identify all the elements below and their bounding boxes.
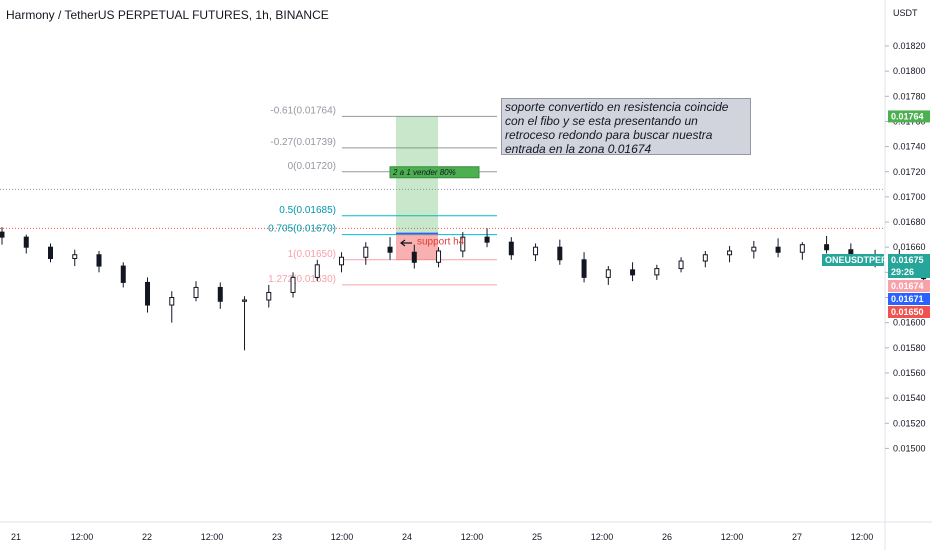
time-tick-label: 25 [532, 532, 542, 542]
time-tick-label: 12:00 [591, 532, 614, 542]
candle-body [702, 254, 708, 262]
price-tick-label: 0.01700 [893, 192, 926, 202]
target-price-label: 0.01764 [891, 111, 924, 121]
fibonacci-retracement: -0.61(0.01764) -0.27(0.01739) 0(0.01720) 0.… [268, 105, 497, 286]
time-tick-label: 12:00 [461, 532, 484, 542]
target-tag-label: 2 a 1 vender 80% [392, 168, 456, 177]
price-tick-label: 0.01580 [893, 343, 926, 353]
price-tick-label: 0.01540 [893, 393, 926, 403]
candle-body [242, 299, 248, 302]
candle-body [96, 254, 102, 267]
candle-body [654, 268, 660, 276]
entry-price-label-box [888, 293, 930, 305]
fib-level-label: 0.705(0.01670) [268, 224, 336, 235]
candle-body [727, 250, 733, 256]
candle-body [145, 281, 151, 306]
candle-body [120, 265, 126, 283]
candle-body [363, 246, 369, 258]
stop-price-label-box [888, 306, 930, 318]
fib-price-label-box [888, 280, 930, 292]
countdown-label: 29:26 [891, 267, 914, 277]
price-tick-label: 0.01820 [893, 41, 926, 51]
candlesticks [0, 227, 927, 351]
time-tick-label: 12:00 [851, 532, 874, 542]
price-tick-label: 0.01740 [893, 142, 926, 152]
time-tick-label: 27 [792, 532, 802, 542]
last-price-label: 0.01675 [891, 255, 924, 265]
candle-body [557, 246, 563, 261]
candle-body [193, 286, 199, 299]
candle-body [217, 286, 223, 302]
price-tick-label: 0.01780 [893, 91, 926, 101]
fib-level-label: 1(0.01650) [288, 249, 336, 260]
candle-body [533, 246, 539, 256]
time-tick-label: 26 [662, 532, 672, 542]
fib-level-label: -0.61(0.01764) [270, 105, 336, 116]
fib-price-label: 0.01674 [891, 281, 924, 291]
symbol-label-box [822, 254, 884, 266]
candle-body [339, 256, 345, 266]
chart-title: Harmony / TetherUS PERPETUAL FUTURES, 1h… [6, 8, 329, 22]
candle-body [266, 291, 272, 301]
candle-body [290, 276, 296, 293]
fib-level-label: 1.272(0.01630) [268, 274, 336, 285]
candle-body [824, 244, 830, 251]
idea-note[interactable]: soporte convertido en resistencia coinci… [501, 98, 751, 156]
price-tick-label: 0.01560 [893, 368, 926, 378]
candle-body [460, 236, 466, 252]
time-tick-label: 22 [142, 532, 152, 542]
entry-price-label: 0.01671 [891, 294, 924, 304]
price-tick-label: 0.01520 [893, 418, 926, 428]
time-tick-label: 23 [272, 532, 282, 542]
price-tick-label: 0.01800 [893, 66, 926, 76]
candle-body [48, 246, 54, 260]
candle-body [411, 251, 417, 263]
candle-body [799, 244, 805, 253]
price-axis: 0.018200.018000.017800.017600.017400.017… [822, 0, 930, 550]
position-loss-zone [396, 233, 438, 260]
time-tick-label: 12:00 [721, 532, 744, 542]
candle-body [169, 297, 175, 306]
candle-body [0, 231, 5, 238]
candle-body [508, 241, 514, 256]
candle-body [23, 236, 29, 248]
support-label: support h4 [417, 237, 465, 248]
candle-body [484, 236, 490, 243]
fib-level-label: 0(0.01720) [288, 161, 336, 172]
target-tag [389, 166, 480, 179]
horizontal-lines [0, 188, 885, 229]
time-tick-label: 12:00 [71, 532, 94, 542]
stop-price-label: 0.01650 [891, 307, 924, 317]
candle-body [630, 269, 636, 276]
symbol-label: ONEUSDTPERP [825, 255, 894, 265]
time-tick-label: 21 [11, 532, 21, 542]
price-axis-unit[interactable]: USDT [893, 8, 918, 18]
candle-body [581, 259, 587, 278]
candle-body [314, 264, 320, 278]
candle-body [436, 250, 442, 263]
price-tick-label: 0.01660 [893, 242, 926, 252]
candle-body [605, 269, 611, 278]
target-price-label-box [888, 110, 930, 123]
candle-body [751, 246, 757, 252]
price-tick-label: 0.01500 [893, 443, 926, 453]
drawings: 2 a 1 vender 80% support h4 [389, 166, 480, 248]
countdown-label-box [888, 266, 930, 278]
last-price-label-box [888, 254, 930, 266]
time-tick-label: 24 [402, 532, 412, 542]
time-tick-label: 12:00 [331, 532, 354, 542]
fib-level-label: 0.5(0.01685) [279, 205, 336, 216]
candle-body [72, 254, 78, 260]
price-tick-label: 0.01600 [893, 318, 926, 328]
arrow-icon [400, 239, 412, 247]
candle-body [387, 246, 393, 253]
time-axis: 21 12:00 22 12:00 23 12:00 24 12:00 25 12:00 26 12:… [0, 521, 932, 542]
candle-body [678, 260, 684, 270]
price-tick-label: 0.01680 [893, 217, 926, 227]
time-tick-label: 12:00 [201, 532, 224, 542]
price-tick-label: 0.01720 [893, 167, 926, 177]
candle-body [775, 246, 781, 253]
fib-level-label: -0.27(0.01739) [270, 137, 336, 148]
